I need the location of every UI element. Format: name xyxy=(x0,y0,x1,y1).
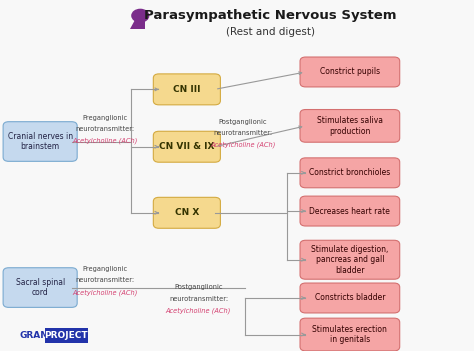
Text: CN VII & IX: CN VII & IX xyxy=(159,142,215,151)
Text: Constrict bronchioles: Constrict bronchioles xyxy=(309,168,391,177)
Text: Cranial nerves in
brainstem: Cranial nerves in brainstem xyxy=(8,132,73,151)
Text: Constricts bladder: Constricts bladder xyxy=(315,293,385,303)
FancyBboxPatch shape xyxy=(3,268,77,307)
FancyBboxPatch shape xyxy=(300,110,400,142)
FancyBboxPatch shape xyxy=(153,131,220,162)
FancyBboxPatch shape xyxy=(300,57,400,87)
FancyBboxPatch shape xyxy=(153,74,220,105)
Text: CN X: CN X xyxy=(175,208,199,217)
Text: neurotransmitter:: neurotransmitter: xyxy=(169,296,228,302)
Text: Acetylcholine (ACh): Acetylcholine (ACh) xyxy=(166,307,231,314)
FancyBboxPatch shape xyxy=(300,196,400,226)
Text: GRAM: GRAM xyxy=(19,331,49,340)
FancyBboxPatch shape xyxy=(300,318,400,351)
Text: Postganglionic: Postganglionic xyxy=(219,119,267,125)
FancyBboxPatch shape xyxy=(45,328,88,343)
Text: Stimulates saliva
production: Stimulates saliva production xyxy=(317,116,383,135)
FancyBboxPatch shape xyxy=(153,197,220,228)
Text: Stimulates erection
in genitals: Stimulates erection in genitals xyxy=(312,325,387,344)
Text: Parasympathetic Nervous System: Parasympathetic Nervous System xyxy=(145,9,397,22)
Text: Postganglionic: Postganglionic xyxy=(174,284,223,290)
Text: (Rest and digest): (Rest and digest) xyxy=(226,27,315,37)
Text: Constrict pupils: Constrict pupils xyxy=(320,67,380,77)
Text: Acetylcholine (ACh): Acetylcholine (ACh) xyxy=(210,142,275,148)
FancyBboxPatch shape xyxy=(3,122,77,161)
Text: Acetylcholine (ACh): Acetylcholine (ACh) xyxy=(73,289,138,296)
Text: neurotransmitter:: neurotransmitter: xyxy=(76,126,135,132)
Polygon shape xyxy=(130,18,145,28)
Circle shape xyxy=(132,9,149,22)
Text: Stimulate digestion,
pancreas and gall
bladder: Stimulate digestion, pancreas and gall b… xyxy=(311,245,389,274)
Text: Preganglionic: Preganglionic xyxy=(83,266,128,272)
Text: PROJECT: PROJECT xyxy=(45,331,88,340)
Text: Sacral spinal
cord: Sacral spinal cord xyxy=(16,278,65,297)
Text: Preganglionic: Preganglionic xyxy=(83,115,128,121)
FancyBboxPatch shape xyxy=(300,158,400,188)
Text: neurotransmitter:: neurotransmitter: xyxy=(76,278,135,284)
Text: Acetylcholine (ACh): Acetylcholine (ACh) xyxy=(73,138,138,144)
Text: Decreases heart rate: Decreases heart rate xyxy=(310,207,390,216)
Text: neurotransmitter:: neurotransmitter: xyxy=(213,130,273,137)
FancyBboxPatch shape xyxy=(300,283,400,313)
Text: CN III: CN III xyxy=(173,85,201,94)
FancyBboxPatch shape xyxy=(300,240,400,279)
